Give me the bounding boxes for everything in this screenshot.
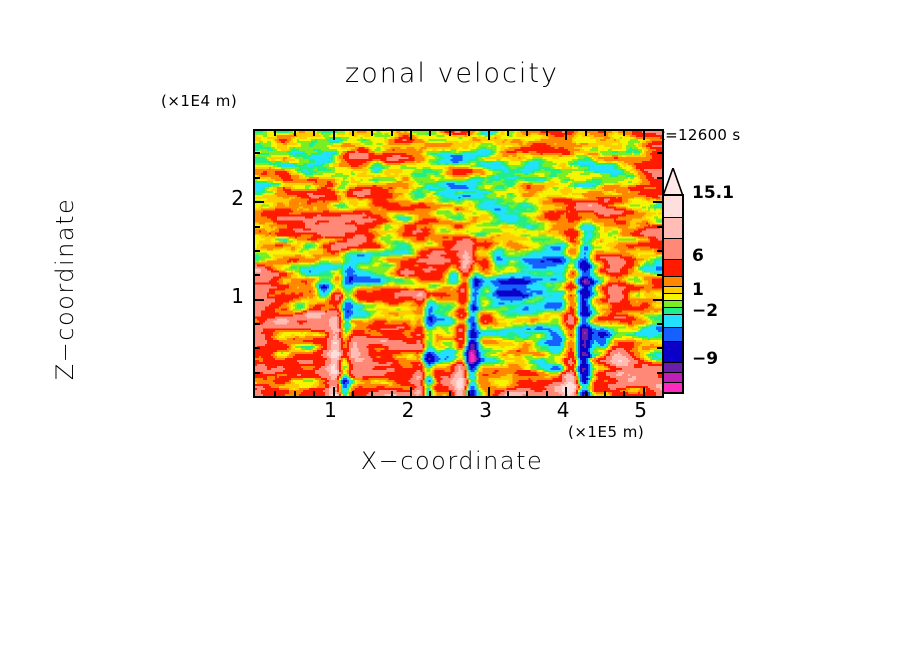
x-minor-tick [603, 131, 606, 136]
x-tick-label: 4 [556, 398, 570, 422]
x-minor-tick [526, 391, 529, 396]
x-minor-tick [545, 131, 548, 136]
colorbar-tick-label: −2 [692, 300, 719, 321]
x-minor-tick [468, 131, 471, 136]
x-major-tick [642, 387, 645, 396]
x-minor-tick [545, 391, 548, 396]
x-minor-tick [429, 391, 432, 396]
y-major-tick [255, 298, 264, 301]
y-minor-tick [255, 371, 260, 374]
colorbar-band [664, 217, 682, 239]
x-minor-tick [507, 391, 509, 396]
y-minor-tick [255, 322, 260, 325]
x-minor-tick [313, 391, 316, 396]
x-minor-tick [507, 131, 509, 136]
y-minor-tick [657, 249, 662, 252]
colorbar-bands [662, 194, 684, 394]
y-minor-tick [657, 322, 662, 325]
x-minor-tick [313, 131, 316, 136]
y-minor-tick [255, 274, 260, 277]
x-minor-tick [584, 391, 587, 396]
velocity-field-heatmap [255, 131, 662, 396]
x-minor-tick [390, 131, 393, 136]
y-minor-tick [657, 274, 662, 277]
y-axis-unit-label: (×1E4 m) [161, 92, 238, 110]
x-minor-tick [603, 391, 606, 396]
x-minor-tick [623, 131, 626, 136]
x-minor-tick [390, 391, 393, 396]
colorbar: 15.1 6 1 −2 −9 [662, 168, 734, 394]
x-minor-tick [351, 391, 354, 396]
y-tick-label: 2 [231, 186, 244, 211]
x-axis-unit-label: (×1E5 m) [568, 423, 645, 441]
x-major-tick [332, 131, 335, 140]
x-minor-tick [351, 131, 354, 136]
colorbar-tick-label: 6 [692, 245, 704, 266]
x-minor-tick [623, 391, 626, 396]
page-title: zonal velocity [345, 58, 559, 89]
colorbar-band [664, 341, 682, 363]
contour-plot-panel [253, 129, 664, 398]
x-minor-tick [274, 131, 277, 136]
x-minor-tick [584, 131, 587, 136]
colorbar-tick-label: 1 [692, 279, 704, 300]
x-minor-tick [526, 131, 529, 136]
colorbar-tick-label: −9 [692, 348, 719, 369]
colorbar-band [664, 371, 682, 384]
y-tick-label: 1 [231, 283, 244, 308]
y-minor-tick [657, 347, 662, 350]
y-major-tick [653, 298, 662, 301]
x-minor-tick [371, 131, 374, 136]
x-axis-title: X−coordinate [360, 447, 544, 475]
colorbar-band [664, 258, 682, 277]
x-tick-label: 2 [401, 398, 415, 422]
x-major-tick [642, 131, 645, 140]
x-minor-tick [448, 131, 451, 136]
x-major-tick [565, 387, 568, 396]
x-major-tick [487, 387, 490, 396]
y-minor-tick [657, 225, 662, 228]
colorbar-band [664, 361, 682, 373]
time-annotation: t=12600 s [659, 126, 741, 144]
colorbar-band [664, 313, 682, 329]
x-minor-tick [371, 391, 374, 396]
x-minor-tick [448, 391, 451, 396]
x-major-tick [410, 387, 412, 396]
y-major-tick [653, 201, 662, 204]
colorbar-band [664, 286, 682, 294]
x-major-tick [332, 387, 335, 396]
colorbar-band [664, 299, 682, 308]
colorbar-band [664, 382, 682, 392]
colorbar-band [664, 237, 682, 260]
colorbar-band [664, 292, 682, 301]
colorbar-tick-label: 15.1 [692, 183, 734, 203]
colorbar-band [664, 275, 682, 288]
x-minor-tick [468, 391, 471, 396]
colorbar-arrow-tip [662, 168, 684, 196]
y-minor-tick [255, 225, 260, 228]
x-tick-label: 5 [634, 398, 647, 422]
x-minor-tick [274, 391, 277, 396]
x-minor-tick [293, 391, 296, 396]
y-major-tick [255, 201, 264, 204]
y-minor-tick [255, 249, 260, 252]
x-major-tick [410, 131, 412, 140]
y-minor-tick [255, 152, 260, 155]
colorbar-band [664, 306, 682, 315]
x-major-tick [487, 131, 490, 140]
x-major-tick [565, 131, 568, 140]
y-minor-tick [255, 176, 260, 179]
y-minor-tick [657, 371, 662, 374]
colorbar-band [664, 196, 682, 219]
x-minor-tick [293, 131, 296, 136]
x-tick-label: 3 [479, 398, 492, 422]
colorbar-band [664, 327, 682, 343]
y-axis-title: Z−coordinate [51, 197, 79, 381]
y-minor-tick [255, 347, 260, 350]
x-tick-label: 1 [324, 398, 337, 422]
y-minor-tick [657, 152, 662, 155]
x-minor-tick [429, 131, 432, 136]
y-minor-tick [657, 176, 662, 179]
